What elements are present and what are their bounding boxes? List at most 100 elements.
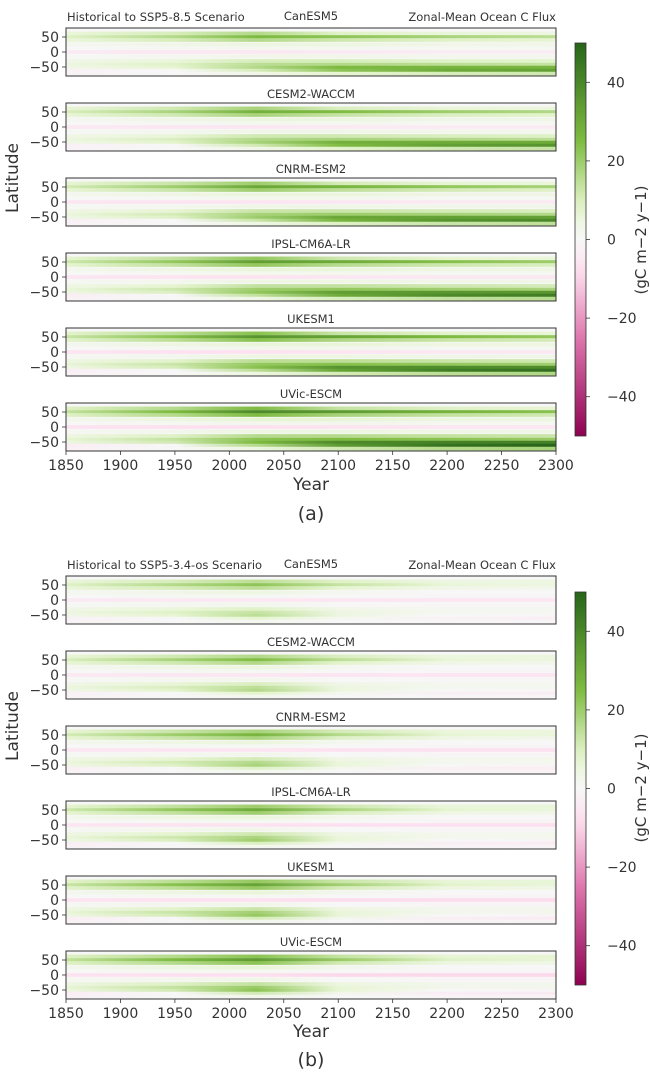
colorbar-tick-label: −40	[607, 390, 637, 406]
heatmap-band	[66, 54, 556, 59]
heatmap-band	[66, 919, 556, 924]
heatmap-band	[66, 256, 556, 261]
y-tick-label: 0	[50, 968, 59, 984]
heatmap-band	[66, 844, 556, 849]
y-tick-label: 50	[41, 803, 59, 819]
heatmap-band	[66, 293, 556, 298]
x-axis-label: Year	[292, 1022, 329, 1042]
colorbar-tick-label: 0	[607, 233, 616, 249]
heatmap-band	[66, 958, 556, 962]
heatmap-band	[66, 744, 556, 749]
panel-label: (b)	[298, 1049, 325, 1071]
heatmap-band	[66, 65, 556, 70]
y-tick-label: 0	[50, 270, 59, 286]
heatmap-band	[66, 446, 556, 451]
heatmap-band	[66, 913, 556, 918]
model-title: CNRM-ESM2	[276, 162, 347, 176]
heatmap-band	[66, 117, 556, 122]
heatmap-band	[66, 110, 556, 114]
heatmap-band	[66, 691, 556, 696]
heatmap-band	[66, 685, 556, 690]
x-tick-label: 2200	[429, 1006, 465, 1022]
y-tick-label: 0	[50, 668, 59, 684]
heatmap-band	[66, 218, 556, 223]
y-tick-label: 0	[50, 120, 59, 136]
x-tick-label: 2100	[320, 458, 356, 474]
y-tick-label: 0	[50, 593, 59, 609]
heatmap-band	[66, 359, 556, 363]
heatmap-band	[66, 654, 556, 659]
heatmap-band	[66, 673, 556, 677]
heatmap-band	[66, 413, 556, 417]
heatmap-band	[66, 763, 556, 768]
heatmap-band	[66, 62, 556, 67]
x-tick-label: 1950	[157, 1006, 193, 1022]
model-title: UVic-ESCM	[280, 935, 342, 949]
heatmap-band	[66, 954, 556, 959]
y-tick-label: −50	[29, 608, 59, 624]
heatmap-band	[66, 31, 556, 36]
model-title: UVic-ESCM	[280, 387, 342, 401]
heatmap-band	[66, 740, 556, 745]
heatmap-band	[66, 586, 556, 590]
heatmap-band	[66, 902, 556, 907]
heatmap-band	[66, 748, 556, 752]
x-tick-label: 2250	[484, 1006, 520, 1022]
panel-label: (a)	[298, 503, 324, 525]
heatmap-band	[66, 38, 556, 42]
x-tick-label: 2300	[538, 1006, 574, 1022]
subplot-ipsl-cm6a-lr: IPSL-CM6A-LR 500−50	[29, 785, 557, 850]
y-tick-label: 50	[41, 405, 59, 421]
y-tick-label: −50	[29, 435, 59, 451]
heatmap-band	[66, 769, 556, 774]
heatmap-band	[66, 985, 556, 990]
heatmap-band	[66, 583, 556, 587]
heatmap-band	[66, 42, 556, 47]
heatmap-band	[66, 440, 556, 445]
heatmap-band	[66, 287, 556, 292]
y-tick-label: 50	[41, 728, 59, 744]
heatmap-band	[66, 35, 556, 39]
heatmap-band	[66, 106, 556, 111]
heatmap-band	[66, 916, 556, 921]
model-title: CNRM-ESM2	[276, 710, 347, 724]
y-tick-label: −50	[29, 908, 59, 924]
heatmap-band	[66, 125, 556, 129]
heatmap-band	[66, 766, 556, 771]
heatmap-band	[66, 841, 556, 846]
colorbar-tick-label: −40	[607, 939, 637, 955]
subplot-cnrm-esm2: CNRM-ESM2 500−50	[29, 710, 557, 775]
heatmap-band	[66, 598, 556, 602]
heatmap-band	[66, 335, 556, 339]
heatmap-band	[66, 140, 556, 145]
colorbar-tick-label: 20	[607, 154, 625, 170]
heatmap-band	[66, 965, 556, 970]
y-tick-label: 50	[41, 878, 59, 894]
heatmap-band	[66, 823, 556, 827]
heatmap-band	[66, 346, 556, 351]
subplot-cesm2-waccm: CESM2-WACCM 500−50	[29, 87, 557, 152]
heatmap-band	[66, 736, 556, 740]
model-title: IPSL-CM6A-LR	[271, 785, 350, 799]
heatmap-band	[66, 677, 556, 682]
y-tick-label: 0	[50, 420, 59, 436]
heatmap-band	[66, 181, 556, 186]
scenario-label: Historical to SSP5-3.4-os Scenario	[67, 558, 262, 572]
heatmap-band	[66, 815, 556, 820]
subplot-cnrm-esm2: CNRM-ESM2 500−50	[29, 162, 557, 227]
subplot-cesm2-waccm: CESM2-WACCM 500−50	[29, 635, 557, 700]
heatmap-band	[66, 613, 556, 618]
x-tick-label: 1850	[48, 458, 84, 474]
heatmap-band	[66, 907, 556, 911]
heatmap-band	[66, 275, 556, 279]
heatmap-band	[66, 215, 556, 220]
x-axis-label: Year	[292, 475, 329, 495]
heatmap-band	[66, 260, 556, 264]
heatmap-band	[66, 188, 556, 192]
y-tick-label: −50	[29, 210, 59, 226]
y-tick-label: 0	[50, 345, 59, 361]
y-tick-label: 50	[41, 578, 59, 594]
heatmap-band	[66, 371, 556, 376]
y-axis-label: Latitude	[3, 143, 23, 213]
panel-b: Historical to SSP5-3.4-os Scenario Zonal…	[3, 557, 650, 1071]
